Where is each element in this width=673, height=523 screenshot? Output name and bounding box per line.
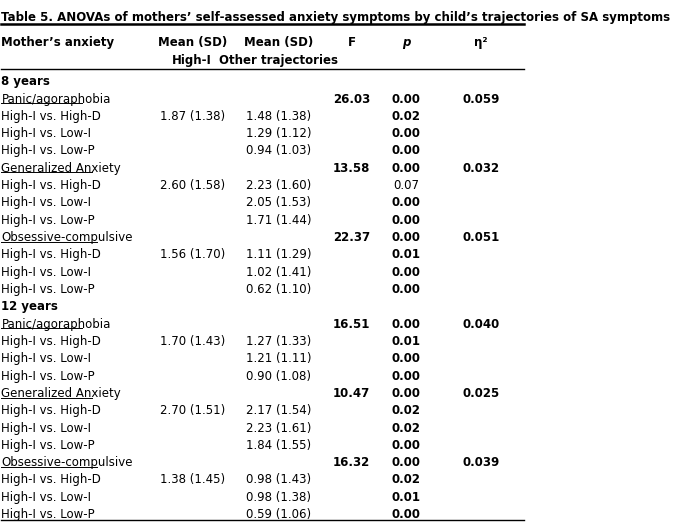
Text: 0.00: 0.00 xyxy=(392,456,421,469)
Text: 0.00: 0.00 xyxy=(392,370,421,382)
Text: High-I vs. Low-I: High-I vs. Low-I xyxy=(1,197,92,209)
Text: Obsessive-compulsive: Obsessive-compulsive xyxy=(1,456,133,469)
Text: 0.00: 0.00 xyxy=(392,127,421,140)
Text: 1.70 (1.43): 1.70 (1.43) xyxy=(160,335,225,348)
Text: 0.59 (1.06): 0.59 (1.06) xyxy=(246,508,311,521)
Text: 2.60 (1.58): 2.60 (1.58) xyxy=(160,179,225,192)
Text: High-I vs. High-D: High-I vs. High-D xyxy=(1,473,101,486)
Text: 0.00: 0.00 xyxy=(392,197,421,209)
Text: High-I vs. Low-I: High-I vs. Low-I xyxy=(1,491,92,504)
Text: 0.00: 0.00 xyxy=(392,387,421,400)
Text: 2.17 (1.54): 2.17 (1.54) xyxy=(246,404,311,417)
Text: 0.025: 0.025 xyxy=(462,387,499,400)
Text: 0.07: 0.07 xyxy=(394,179,419,192)
Text: Generalized Anxiety: Generalized Anxiety xyxy=(1,162,121,175)
Text: Generalized Anxiety: Generalized Anxiety xyxy=(1,387,121,400)
Text: 2.23 (1.61): 2.23 (1.61) xyxy=(246,422,311,435)
Text: 1.27 (1.33): 1.27 (1.33) xyxy=(246,335,311,348)
Text: 0.032: 0.032 xyxy=(462,162,499,175)
Text: 16.51: 16.51 xyxy=(333,317,370,331)
Text: 0.90 (1.08): 0.90 (1.08) xyxy=(246,370,311,382)
Text: Obsessive-compulsive: Obsessive-compulsive xyxy=(1,231,133,244)
Text: 1.02 (1.41): 1.02 (1.41) xyxy=(246,266,311,279)
Text: High-I vs. High-D: High-I vs. High-D xyxy=(1,110,101,123)
Text: High-I vs. Low-P: High-I vs. Low-P xyxy=(1,508,95,521)
Text: 0.02: 0.02 xyxy=(392,404,421,417)
Text: F: F xyxy=(347,36,355,49)
Text: 0.00: 0.00 xyxy=(392,353,421,365)
Text: 0.01: 0.01 xyxy=(392,248,421,262)
Text: 16.32: 16.32 xyxy=(333,456,370,469)
Text: High-I vs. Low-P: High-I vs. Low-P xyxy=(1,214,95,227)
Text: 0.98 (1.43): 0.98 (1.43) xyxy=(246,473,311,486)
Text: 2.70 (1.51): 2.70 (1.51) xyxy=(160,404,225,417)
Text: 0.039: 0.039 xyxy=(462,456,499,469)
Text: High-I vs. Low-P: High-I vs. Low-P xyxy=(1,144,95,157)
Text: 0.01: 0.01 xyxy=(392,491,421,504)
Text: 0.00: 0.00 xyxy=(392,231,421,244)
Text: 0.00: 0.00 xyxy=(392,214,421,227)
Text: 8 years: 8 years xyxy=(1,75,50,88)
Text: High-I vs. Low-P: High-I vs. Low-P xyxy=(1,283,95,296)
Text: High-I vs. High-D: High-I vs. High-D xyxy=(1,404,101,417)
Text: Mean (SD): Mean (SD) xyxy=(157,36,227,49)
Text: η²: η² xyxy=(474,36,488,49)
Text: High-I vs. Low-I: High-I vs. Low-I xyxy=(1,127,92,140)
Text: Panic/agoraphobia: Panic/agoraphobia xyxy=(1,317,111,331)
Text: High-I vs. Low-I: High-I vs. Low-I xyxy=(1,353,92,365)
Text: p: p xyxy=(402,36,411,49)
Text: High-I vs. Low-I: High-I vs. Low-I xyxy=(1,422,92,435)
Text: Mother’s anxiety: Mother’s anxiety xyxy=(1,36,114,49)
Text: 0.059: 0.059 xyxy=(462,93,499,106)
Text: 2.23 (1.60): 2.23 (1.60) xyxy=(246,179,311,192)
Text: 0.00: 0.00 xyxy=(392,317,421,331)
Text: 1.38 (1.45): 1.38 (1.45) xyxy=(160,473,225,486)
Text: 1.48 (1.38): 1.48 (1.38) xyxy=(246,110,311,123)
Text: High-I vs. Low-I: High-I vs. Low-I xyxy=(1,266,92,279)
Text: High-I vs. High-D: High-I vs. High-D xyxy=(1,248,101,262)
Text: 0.02: 0.02 xyxy=(392,473,421,486)
Text: 22.37: 22.37 xyxy=(333,231,370,244)
Text: 0.00: 0.00 xyxy=(392,283,421,296)
Text: Other trajectories: Other trajectories xyxy=(219,54,338,67)
Text: 26.03: 26.03 xyxy=(333,93,370,106)
Text: 0.040: 0.040 xyxy=(462,317,499,331)
Text: 2.05 (1.53): 2.05 (1.53) xyxy=(246,197,311,209)
Text: 0.00: 0.00 xyxy=(392,144,421,157)
Text: High-I: High-I xyxy=(172,54,212,67)
Text: 13.58: 13.58 xyxy=(333,162,370,175)
Text: 1.71 (1.44): 1.71 (1.44) xyxy=(246,214,311,227)
Text: 0.02: 0.02 xyxy=(392,422,421,435)
Text: 0.00: 0.00 xyxy=(392,93,421,106)
Text: 0.00: 0.00 xyxy=(392,439,421,452)
Text: 0.02: 0.02 xyxy=(392,110,421,123)
Text: 0.94 (1.03): 0.94 (1.03) xyxy=(246,144,311,157)
Text: Mean (SD): Mean (SD) xyxy=(244,36,313,49)
Text: High-I vs. High-D: High-I vs. High-D xyxy=(1,335,101,348)
Text: 10.47: 10.47 xyxy=(333,387,370,400)
Text: High-I vs. Low-P: High-I vs. Low-P xyxy=(1,370,95,382)
Text: 12 years: 12 years xyxy=(1,300,59,313)
Text: 1.56 (1.70): 1.56 (1.70) xyxy=(160,248,225,262)
Text: Panic/agoraphobia: Panic/agoraphobia xyxy=(1,93,111,106)
Text: High-I vs. Low-P: High-I vs. Low-P xyxy=(1,439,95,452)
Text: 0.051: 0.051 xyxy=(462,231,499,244)
Text: 0.98 (1.38): 0.98 (1.38) xyxy=(246,491,311,504)
Text: 1.29 (1.12): 1.29 (1.12) xyxy=(246,127,311,140)
Text: 0.00: 0.00 xyxy=(392,508,421,521)
Text: 1.87 (1.38): 1.87 (1.38) xyxy=(160,110,225,123)
Text: 0.00: 0.00 xyxy=(392,162,421,175)
Text: 1.21 (1.11): 1.21 (1.11) xyxy=(246,353,311,365)
Text: 0.62 (1.10): 0.62 (1.10) xyxy=(246,283,311,296)
Text: 1.11 (1.29): 1.11 (1.29) xyxy=(246,248,311,262)
Text: Table 5. ANOVAs of mothers’ self-assessed anxiety symptoms by child’s trajectori: Table 5. ANOVAs of mothers’ self-assesse… xyxy=(1,10,670,24)
Text: 1.84 (1.55): 1.84 (1.55) xyxy=(246,439,311,452)
Text: 0.01: 0.01 xyxy=(392,335,421,348)
Text: High-I vs. High-D: High-I vs. High-D xyxy=(1,179,101,192)
Text: 0.00: 0.00 xyxy=(392,266,421,279)
